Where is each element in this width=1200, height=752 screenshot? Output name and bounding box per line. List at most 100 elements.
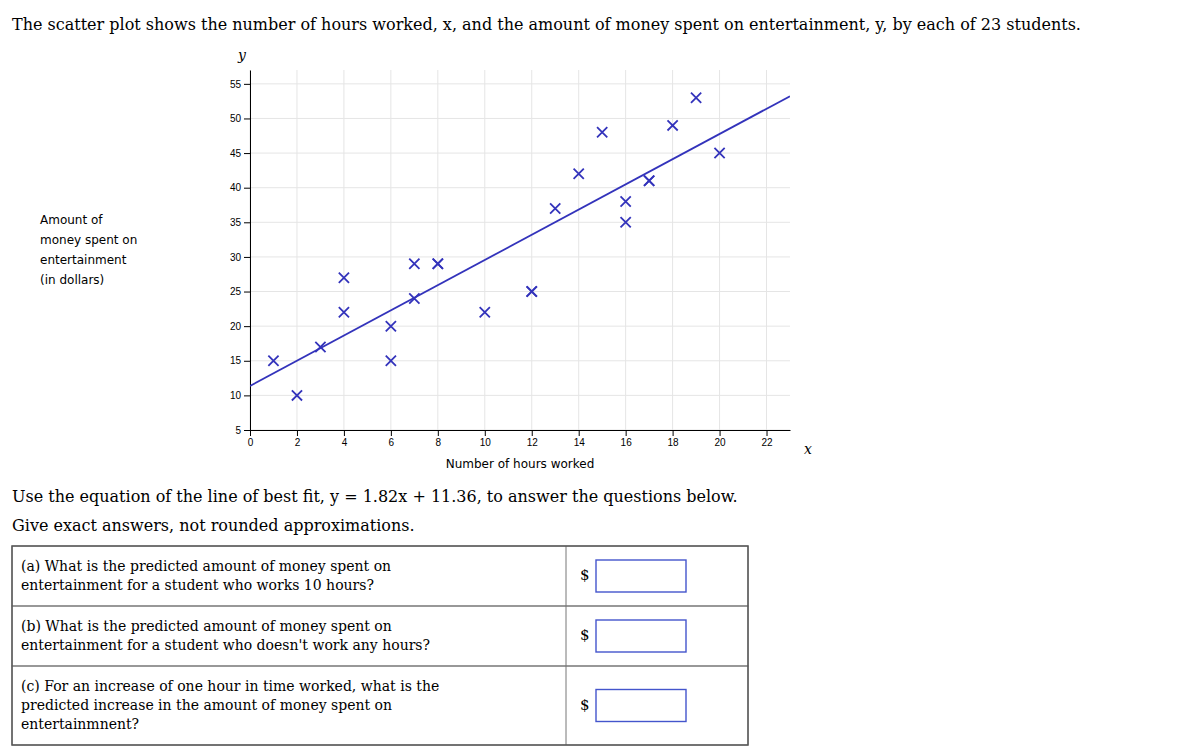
scatter-point [644,176,654,186]
y-grid-line [250,326,790,327]
y-tick: 15 [230,355,250,366]
chart-svg: The scatter plot shows the number of hou… [0,0,1200,752]
y-grid-line [250,291,790,292]
x-grid-line [719,70,720,430]
x-grid-line [531,70,532,430]
y-axis-title: entertainment [40,253,127,267]
question-text: entertainment for a student who doesn't … [21,637,430,653]
y-tick-label: 35 [230,217,242,228]
scatter-point [597,127,607,137]
x-grid-line [766,70,767,430]
y-tick-mark [244,118,250,119]
x-tick-mark [250,430,251,436]
y-tick: 5 [235,425,250,436]
y-tick-mark [244,257,250,258]
y-tick-mark [244,188,250,189]
x-axis: 0246810121416182022 [248,430,791,448]
y-grid-line [250,222,790,223]
x-tick-label: 22 [761,437,773,448]
x-tick-mark [767,430,768,436]
y-tick-mark [244,222,250,223]
y-tick-mark [244,292,250,293]
scatter-point [574,169,584,179]
y-tick-label: 25 [230,286,242,297]
x-tick-label: 6 [389,437,395,448]
x-tick: 20 [715,430,727,448]
x-tick-label: 20 [715,437,727,448]
x-grid-line [484,70,485,430]
scatter-point [339,307,349,317]
answer-prefix: $ [580,696,590,714]
y-tick: 55 [230,79,250,90]
scatter-point [268,356,278,366]
y-tick: 35 [230,217,250,228]
x-tick-mark [532,430,533,436]
y-grid-line [250,430,790,431]
x-axis-letter: x [804,441,812,457]
y-grid-line [250,153,790,154]
y-tick-label: 20 [230,321,242,332]
x-tick-label: 8 [436,437,442,448]
y-axis-letter: y [237,47,247,63]
y-axis-line [250,71,251,431]
y-tick: 25 [230,286,250,297]
x-tick-mark [344,430,345,436]
y-tick-label: 45 [230,148,242,159]
y-tick-mark [244,153,250,154]
y-tick: 45 [230,148,250,159]
y-tick: 20 [230,321,250,332]
x-tick: 10 [480,430,492,448]
answer-box [596,620,686,652]
y-tick: 10 [230,390,250,401]
y-tick-mark [244,326,250,327]
x-tick-label: 4 [342,437,348,448]
scatter-point [433,259,443,269]
question-row [12,666,748,745]
question-text: predicted increase in the amount of mone… [21,697,392,713]
answer-prefix: $ [580,566,590,584]
scatter-point [409,259,419,269]
x-grid-line [390,70,391,430]
grid [250,70,790,430]
y-axis-title: Amount of [40,213,103,227]
column-divider [566,606,567,666]
question-text: entertainment for a student who works 10… [21,577,374,593]
best-fit-line [250,96,790,386]
x-tick: 4 [342,430,348,448]
y-tick-label: 10 [230,390,242,401]
x-tick: 2 [295,430,301,448]
x-tick-label: 0 [248,437,254,448]
x-tick-label: 12 [527,437,539,448]
question-text: entertainmnent? [21,716,139,732]
y-grid-line [250,360,790,361]
x-tick-mark [720,430,721,436]
y-grid-line [250,395,790,396]
x-tick-mark [626,430,627,436]
scatter-point [550,203,560,213]
scatter-point [621,217,631,227]
y-tick: 30 [230,252,250,263]
x-tick: 14 [574,430,586,448]
instruction-text: Give exact answers, not rounded approxim… [12,516,415,535]
x-grid-line [250,70,251,430]
x-tick-mark [391,430,392,436]
x-tick: 0 [248,430,254,448]
column-divider [566,666,567,745]
scatter-point [386,321,396,331]
x-tick-mark [297,430,298,436]
answer-box [596,690,686,722]
y-axis: 510152025303540455055 [230,71,251,436]
question-text: (a) What is the predicted amount of mone… [21,558,391,574]
y-grid-line [250,118,790,119]
x-tick-label: 18 [668,437,680,448]
x-tick-label: 10 [480,437,492,448]
answer-prefix: $ [580,626,590,644]
x-tick-mark [438,430,439,436]
question-text: (b) What is the predicted amount of mone… [21,618,392,634]
y-grid-line [250,256,790,257]
scatter-point [386,356,396,366]
x-tick: 6 [389,430,395,448]
question-text: (c) For an increase of one hour in time … [21,678,439,694]
y-axis-title: (in dollars) [40,273,104,287]
scatter-point [691,93,701,103]
